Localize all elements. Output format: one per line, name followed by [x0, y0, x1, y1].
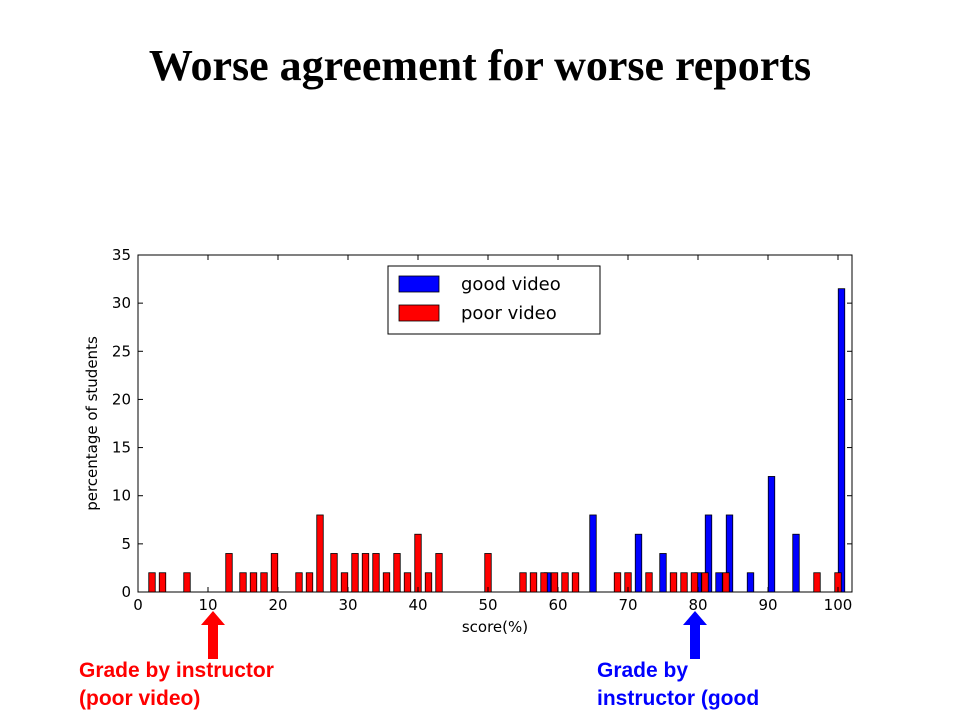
annotation-good-line-2: instructor (good — [597, 687, 760, 710]
x-tick-label: 50 — [478, 596, 497, 614]
y-tick-label: 30 — [112, 294, 131, 312]
x-tick-label: 30 — [338, 596, 357, 614]
x-tick-label: 60 — [548, 596, 567, 614]
bar-poor-video — [340, 572, 349, 593]
bar-poor-video — [305, 572, 314, 593]
bar-poor-video — [550, 572, 559, 593]
x-tick-label: 80 — [688, 596, 707, 614]
bar-poor-video — [669, 572, 678, 593]
y-tick-label: 35 — [112, 246, 131, 264]
x-tick-label: 40 — [408, 596, 427, 614]
bar-poor-video — [295, 572, 303, 593]
bar-poor-video — [239, 572, 247, 593]
bar-poor-video — [361, 553, 370, 593]
bar-poor-video — [690, 572, 699, 593]
bar-good-video — [746, 572, 755, 593]
bar-poor-video — [393, 553, 401, 593]
y-tick-label: 5 — [121, 535, 131, 553]
bar-poor-video — [316, 514, 324, 593]
y-tick-label: 0 — [121, 583, 131, 601]
bar-poor-video — [645, 572, 653, 593]
y-axis-label: percentage of students — [83, 336, 101, 511]
annotation-good-video: Grade by instructor (good — [597, 657, 759, 713]
x-tick-label: 10 — [198, 596, 217, 614]
bar-good-video — [837, 288, 846, 593]
legend-label: poor video — [461, 303, 557, 324]
slide-title: Worse agreement for worse reports — [148, 41, 812, 90]
bar-poor-video — [519, 572, 527, 593]
bar-poor-video — [414, 533, 422, 593]
bar-poor-video — [351, 553, 359, 593]
bar-poor-video — [529, 572, 538, 593]
bar-good-video — [589, 514, 597, 593]
bar-poor-video — [424, 572, 433, 593]
bar-poor-video — [722, 572, 730, 593]
legend-swatch — [398, 304, 440, 322]
bar-poor-video — [382, 572, 391, 593]
annotation-poor-video: Grade by instructor (poor video) — [79, 657, 274, 713]
bar-poor-video — [403, 572, 412, 593]
x-tick-label: 100 — [824, 596, 853, 614]
bar-good-video — [634, 533, 643, 593]
y-tick-label: 15 — [112, 439, 131, 457]
x-tick-label: 0 — [133, 596, 143, 614]
bar-poor-video — [540, 572, 548, 593]
bar-poor-video — [613, 572, 622, 593]
y-tick-label: 10 — [112, 487, 131, 505]
x-tick-label: 20 — [268, 596, 287, 614]
bar-poor-video — [183, 572, 191, 593]
bar-poor-video — [561, 572, 569, 593]
bar-poor-video — [571, 572, 580, 593]
arrow-up-icon — [683, 611, 707, 659]
bar-poor-video — [249, 572, 258, 593]
bar-poor-video — [158, 572, 167, 593]
legend-swatch — [398, 275, 440, 293]
bar-poor-video — [813, 572, 821, 593]
y-tick-label: 20 — [112, 390, 131, 408]
bar-poor-video — [148, 572, 156, 593]
bar-poor-video — [680, 572, 688, 593]
bar-poor-video — [330, 553, 338, 593]
bar-poor-video — [701, 572, 709, 593]
bar-poor-video — [270, 553, 279, 593]
bar-poor-video — [260, 572, 268, 593]
bar-poor-video — [435, 553, 443, 593]
bar-good-video — [792, 533, 800, 593]
bar-poor-video — [372, 553, 380, 593]
bar-good-video — [659, 553, 667, 593]
annotation-poor-line-2: (poor video) — [79, 687, 201, 710]
x-tick-label: 90 — [758, 596, 777, 614]
bar-good-video — [715, 572, 723, 593]
annotation-good-line-1: Grade by — [597, 659, 689, 682]
x-tick-label: 70 — [618, 596, 637, 614]
legend-label: good video — [461, 274, 561, 295]
y-tick-label: 25 — [112, 342, 131, 360]
annotation-poor-line-1: Grade by instructor — [79, 659, 274, 682]
bar-good-video — [767, 476, 776, 593]
arrow-up-icon — [201, 611, 225, 659]
bar-poor-video — [225, 553, 233, 593]
bar-poor-video — [484, 553, 492, 593]
x-axis-label: score(%) — [462, 618, 528, 636]
